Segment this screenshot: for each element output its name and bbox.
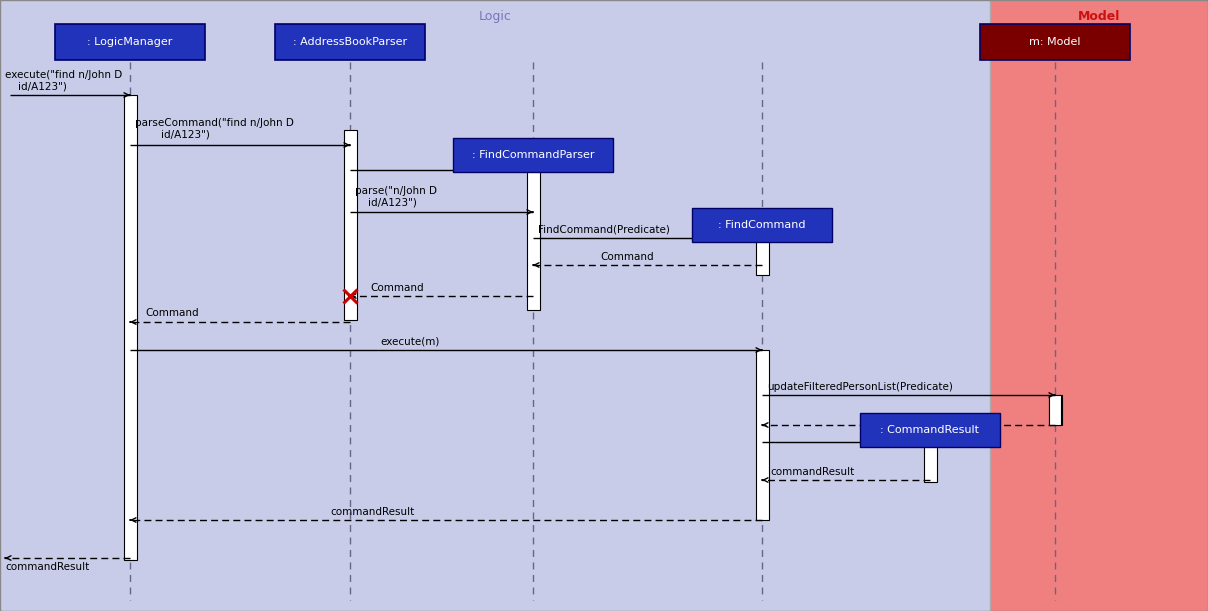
Text: Logic: Logic [478,10,511,23]
Text: FindCommand(Predicate): FindCommand(Predicate) [538,225,670,235]
Bar [923,442,936,482]
Bar [56,24,205,60]
Text: Command: Command [370,283,424,293]
Text: Command: Command [600,252,654,262]
Text: m: Model: m: Model [1029,37,1081,47]
Text: : CommandResult: : CommandResult [881,425,980,435]
Bar [453,138,612,172]
Bar [980,24,1129,60]
Text: commandResult: commandResult [769,467,854,477]
Text: execute(m): execute(m) [381,337,440,347]
Text: Command: Command [145,308,198,318]
Bar [1049,395,1061,425]
Bar [1049,395,1062,425]
Bar [275,24,425,60]
Text: execute("find n/John D
    id/A123"): execute("find n/John D id/A123") [5,70,122,92]
Bar [527,170,540,310]
Text: : LogicManager: : LogicManager [87,37,173,47]
Text: parseCommand("find n/John D
        id/A123"): parseCommand("find n/John D id/A123") [135,118,294,139]
Bar [343,130,356,320]
Text: : FindCommand: : FindCommand [719,220,806,230]
Bar [755,238,768,275]
Bar [123,95,137,560]
Text: parse("n/John D
    id/A123"): parse("n/John D id/A123") [355,186,437,208]
Text: commandResult: commandResult [5,562,89,572]
Text: Model: Model [1078,10,1120,23]
Bar [991,0,1208,611]
Bar [860,413,1000,447]
Bar [755,350,768,520]
Text: commandResult: commandResult [330,507,414,517]
Bar [0,0,991,611]
Text: updateFilteredPersonList(Predicate): updateFilteredPersonList(Predicate) [767,382,953,392]
Bar [692,208,832,242]
Text: : FindCommandParser: : FindCommandParser [472,150,594,160]
Text: : AddressBookParser: : AddressBookParser [292,37,407,47]
